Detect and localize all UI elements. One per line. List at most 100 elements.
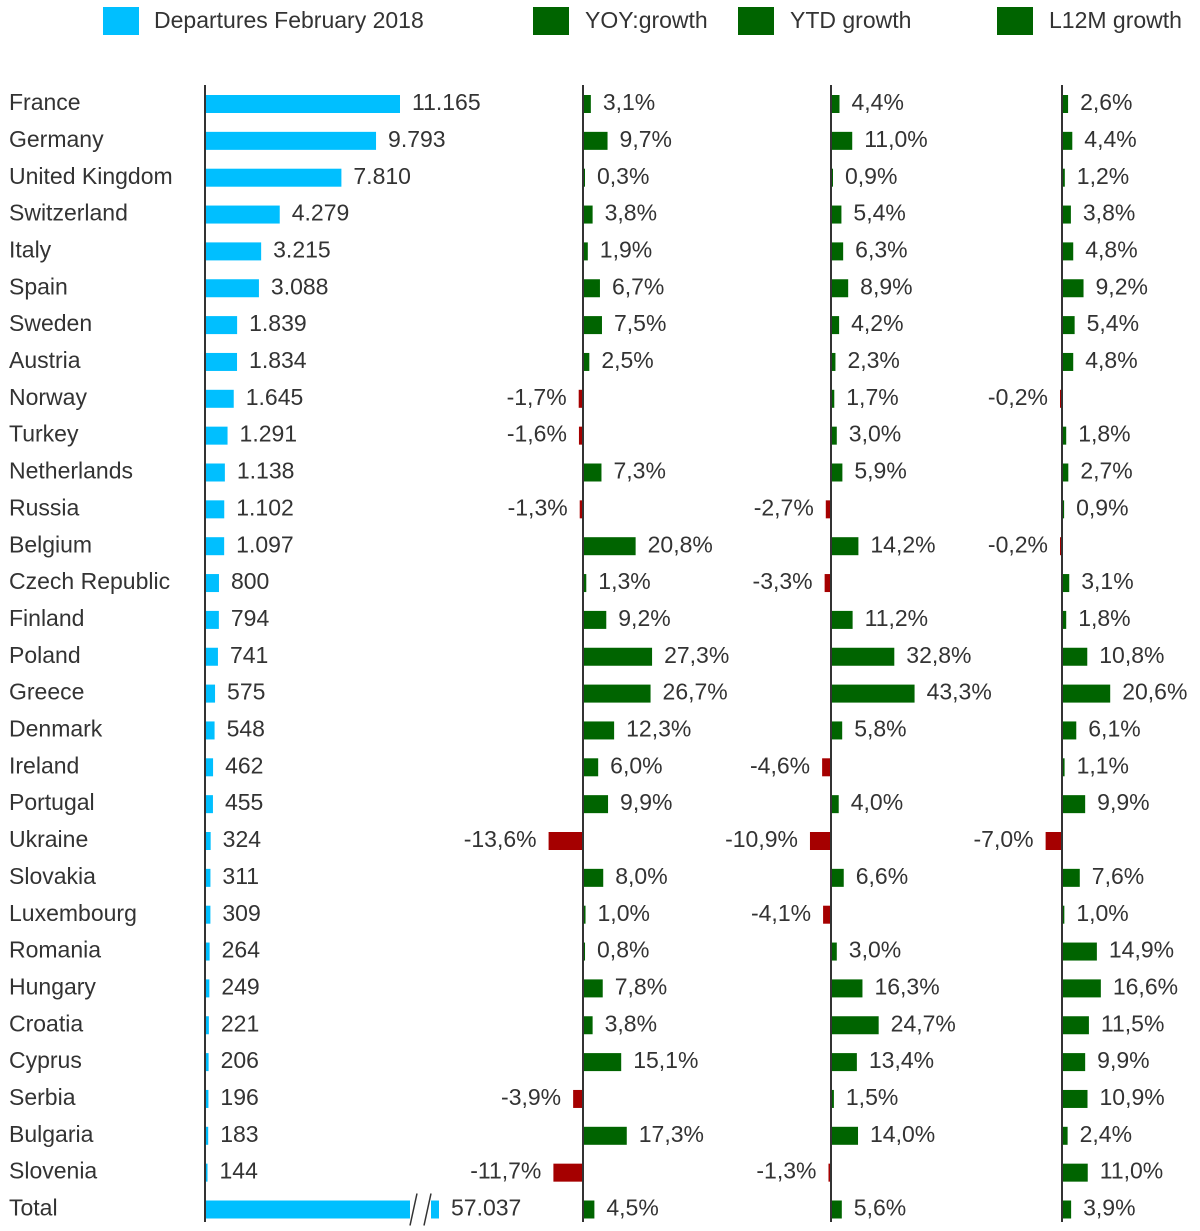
departures-value-label-slovenia: 144 — [220, 1158, 259, 1184]
departures-bar-hungary — [205, 979, 210, 998]
l12m-growth-value-label-belgium: -0,2% — [988, 531, 1048, 557]
l12m-growth-value-label-hungary: 16,6% — [1113, 973, 1178, 999]
l12m-growth-value-label-ireland: 1,1% — [1077, 752, 1129, 778]
l12m-growth-value-label-croatia: 11,5% — [1101, 1010, 1165, 1036]
yoy-growth-value-label-portugal: 9,9% — [620, 789, 672, 815]
departures-value-label-romania: 264 — [222, 937, 261, 963]
yoy-growth-value-label-croatia: 3,8% — [605, 1010, 657, 1036]
l12m-growth-bar-hungary — [1062, 979, 1101, 998]
category-label-turkey: Turkey — [9, 421, 79, 447]
ytd-growth-bar-czech-republic — [824, 574, 831, 593]
departures-value-label-sweden: 1.839 — [249, 310, 307, 336]
l12m-growth-bar-turkey — [1062, 426, 1067, 445]
category-label-serbia: Serbia — [9, 1084, 76, 1110]
departures-value-label-united-kingdom: 7.810 — [353, 163, 411, 189]
ytd-growth-value-label-croatia: 24,7% — [891, 1010, 956, 1036]
l12m-growth-value-label-italy: 4,8% — [1085, 236, 1137, 262]
departures-value-label-hungary: 249 — [221, 973, 259, 999]
ytd-growth-value-label-portugal: 4,0% — [851, 789, 903, 815]
ytd-growth-value-label-finland: 11,2% — [865, 605, 929, 631]
ytd-growth-value-label-slovenia: -1,3% — [756, 1158, 816, 1184]
yoy-growth-bar-slovenia — [553, 1163, 583, 1182]
yoy-growth-bar-spain — [583, 279, 600, 298]
ytd-growth-value-label-total: 5,6% — [854, 1195, 906, 1221]
departures-value-label-italy: 3.215 — [273, 236, 331, 262]
yoy-growth-bar-greece — [583, 684, 651, 703]
yoy-growth-value-label-netherlands: 7,3% — [613, 458, 665, 484]
l12m-growth-value-label-bulgaria: 2,4% — [1080, 1121, 1132, 1147]
ytd-growth-bar-france — [831, 95, 840, 113]
yoy-growth-value-label-turkey: -1,6% — [507, 421, 567, 447]
l12m-growth-value-label-poland: 10,8% — [1099, 642, 1164, 668]
l12m-growth-bar-serbia — [1062, 1089, 1088, 1108]
yoy-growth-value-label-bulgaria: 17,3% — [639, 1121, 704, 1147]
ytd-growth-bar-romania — [831, 942, 837, 961]
ytd-growth-bar-slovakia — [831, 868, 844, 887]
yoy-growth-value-label-austria: 2,5% — [601, 347, 653, 373]
category-label-poland: Poland — [9, 642, 81, 668]
ytd-growth-bar-switzerland — [831, 205, 842, 224]
departures-bar-ireland — [205, 758, 214, 777]
departures-value-label-austria: 1.834 — [249, 347, 307, 373]
l12m-growth-bar-finland — [1062, 610, 1067, 629]
ytd-growth-value-label-serbia: 1,5% — [846, 1084, 898, 1110]
l12m-growth-bar-total — [1062, 1200, 1072, 1219]
ytd-growth-bar-germany — [831, 131, 853, 150]
category-label-total: Total — [9, 1195, 58, 1221]
yoy-growth-value-label-russia: -1,3% — [508, 494, 568, 520]
ytd-growth-value-label-norway: 1,7% — [846, 384, 898, 410]
departures-value-label-total: 57.037 — [451, 1195, 521, 1221]
departures-bar-croatia — [205, 1016, 209, 1035]
category-label-netherlands: Netherlands — [9, 458, 133, 484]
l12m-growth-value-label-germany: 4,4% — [1084, 126, 1136, 152]
yoy-growth-bar-switzerland — [583, 205, 593, 224]
yoy-growth-value-label-slovenia: -11,7% — [470, 1158, 541, 1184]
departures-bar-finland — [205, 610, 219, 629]
departures-bar-norway — [205, 389, 234, 408]
yoy-growth-value-label-france: 3,1% — [603, 89, 655, 115]
departures-value-label-france: 11.165 — [412, 89, 481, 115]
l12m-growth-bar-luxembourg — [1062, 905, 1065, 924]
departures-value-label-croatia: 221 — [221, 1010, 259, 1036]
departures-bar-portugal — [205, 795, 213, 814]
ytd-growth-value-label-spain: 8,9% — [860, 273, 912, 299]
l12m-growth-value-label-austria: 4,8% — [1085, 347, 1137, 373]
ytd-growth-bar-ukraine — [809, 832, 831, 850]
departures-bar-cyprus — [205, 1053, 209, 1072]
l12m-growth-value-label-netherlands: 2,7% — [1080, 458, 1132, 484]
yoy-growth-bar-bulgaria — [583, 1126, 627, 1145]
ytd-growth-value-label-turkey: 3,0% — [849, 421, 901, 447]
departures-value-label-poland: 741 — [230, 642, 268, 668]
departures-value-label-belgium: 1.097 — [236, 531, 294, 557]
l12m-growth-bar-slovenia — [1062, 1163, 1088, 1182]
ytd-growth-bar-slovenia — [828, 1163, 831, 1182]
ytd-growth-value-label-poland: 32,8% — [906, 642, 971, 668]
ytd-growth-value-label-belgium: 14,2% — [870, 531, 935, 557]
l12m-growth-bar-romania — [1062, 942, 1097, 961]
departures-value-label-russia: 1.102 — [236, 494, 294, 520]
category-label-greece: Greece — [9, 679, 84, 705]
departures-value-label-germany: 9.793 — [388, 126, 446, 152]
category-label-finland: Finland — [9, 605, 84, 631]
ytd-growth-bar-belgium — [831, 537, 859, 556]
l12m-growth-bar-netherlands — [1062, 463, 1069, 482]
departures-bar-belgium — [205, 537, 225, 556]
l12m-growth-bar-switzerland — [1062, 205, 1071, 224]
yoy-growth-bar-ireland — [583, 758, 599, 777]
departures-value-label-portugal: 455 — [225, 789, 263, 815]
category-label-italy: Italy — [9, 236, 52, 262]
ytd-growth-bar-luxembourg — [823, 905, 831, 924]
l12m-growth-value-label-czech-republic: 3,1% — [1081, 568, 1133, 594]
category-label-bulgaria: Bulgaria — [9, 1121, 94, 1147]
category-label-russia: Russia — [9, 494, 80, 520]
departures-bar-poland — [205, 647, 218, 666]
yoy-growth-bar-romania — [583, 942, 586, 961]
departures-bar-romania — [205, 942, 210, 961]
ytd-growth-value-label-greece: 43,3% — [927, 679, 992, 705]
l12m-growth-value-label-slovakia: 7,6% — [1092, 863, 1144, 889]
yoy-growth-bar-turkey — [578, 426, 583, 445]
ytd-growth-value-label-slovakia: 6,6% — [856, 863, 908, 889]
yoy-growth-value-label-sweden: 7,5% — [614, 310, 666, 336]
departures-value-label-ukraine: 324 — [223, 826, 262, 852]
category-label-ireland: Ireland — [9, 752, 79, 778]
